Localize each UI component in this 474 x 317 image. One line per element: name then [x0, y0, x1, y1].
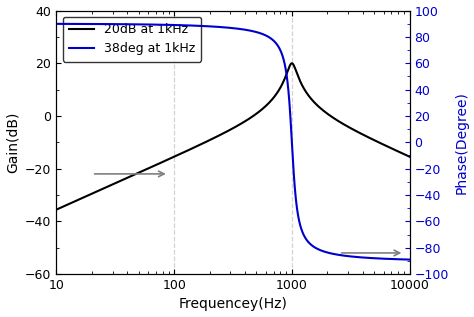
38deg at 1kHz — [54, 22, 59, 26]
Line: 38deg at 1kHz: 38deg at 1kHz — [56, 24, 410, 260]
38deg at 1kHz — [204, 24, 210, 28]
Y-axis label: Phase(Degree): Phase(Degree) — [455, 91, 468, 194]
20dB at 1kHz — [189, 147, 195, 151]
38deg at 1kHz — [407, 258, 412, 262]
38deg at 1kHz — [115, 22, 120, 26]
38deg at 1kHz — [400, 257, 406, 261]
X-axis label: Frequencey(Hz): Frequencey(Hz) — [179, 297, 287, 311]
38deg at 1kHz — [189, 24, 195, 28]
38deg at 1kHz — [362, 256, 367, 260]
20dB at 1kHz — [204, 139, 210, 143]
20dB at 1kHz — [289, 61, 295, 65]
20dB at 1kHz — [54, 208, 59, 211]
Legend: 20dB at 1kHz, 38deg at 1kHz: 20dB at 1kHz, 38deg at 1kHz — [63, 17, 201, 61]
20dB at 1kHz — [407, 155, 412, 158]
Line: 20dB at 1kHz: 20dB at 1kHz — [56, 63, 410, 210]
38deg at 1kHz — [94, 22, 100, 26]
20dB at 1kHz — [115, 180, 120, 184]
20dB at 1kHz — [362, 134, 368, 138]
Y-axis label: Gain(dB): Gain(dB) — [6, 112, 19, 173]
20dB at 1kHz — [400, 152, 406, 156]
20dB at 1kHz — [94, 190, 100, 193]
